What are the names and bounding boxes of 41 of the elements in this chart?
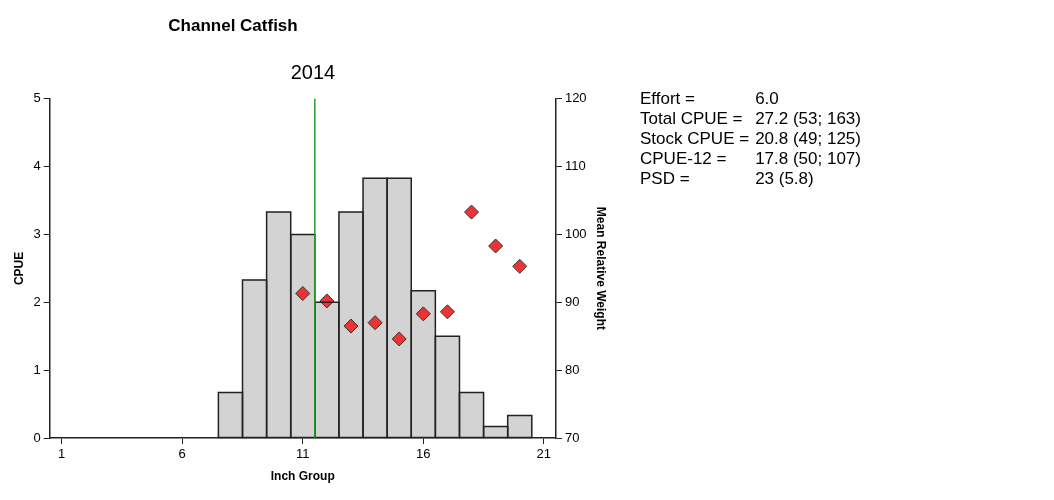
- point: [464, 204, 480, 220]
- text: 17.8 (50; 107): [755, 149, 861, 169]
- y2-tick-label: 70: [564, 429, 580, 445]
- y2-tick-label: 100: [564, 226, 587, 242]
- chart-title: Channel Catfish: [167, 16, 299, 36]
- y-tick-label: 4: [33, 158, 41, 174]
- x-tick-label: 21: [536, 446, 552, 462]
- y2-tick-label: 80: [564, 361, 580, 377]
- point: [391, 331, 407, 347]
- y-tick-label: 1: [33, 361, 41, 377]
- y2-tick-label: 120: [564, 90, 587, 106]
- x-tick-label: 1: [58, 446, 66, 462]
- point: [488, 238, 504, 254]
- y2-axis-title: Mean Relative Weight: [594, 206, 609, 330]
- point: [512, 258, 528, 274]
- text: 20.8 (49; 125): [755, 129, 861, 149]
- y2-tick-label: 110: [564, 158, 586, 174]
- point: [415, 306, 431, 322]
- point: [439, 304, 455, 320]
- y2-tick-label: 90: [564, 293, 580, 309]
- text: Total CPUE =: [640, 109, 744, 129]
- text: CPUE-12 =: [640, 149, 728, 169]
- x-tick-label: 16: [416, 446, 431, 462]
- y-axis-title: CPUE: [11, 251, 26, 286]
- text: Stock CPUE =: [640, 129, 750, 149]
- point: [343, 318, 359, 334]
- text: 23 (5.8): [755, 169, 815, 189]
- x-axis-title: Inch Group: [270, 469, 335, 484]
- y-tick-label: 5: [33, 90, 41, 106]
- y-tick-label: 2: [33, 293, 41, 309]
- text: 6.0: [755, 89, 780, 109]
- y-tick-label: 3: [33, 226, 41, 242]
- chart-subtitle: 2014: [289, 61, 337, 84]
- x-tick-label: 11: [296, 446, 310, 462]
- text: PSD =: [640, 169, 691, 189]
- point: [295, 286, 311, 301]
- text: Effort =: [640, 89, 696, 109]
- x-tick-label: 6: [178, 446, 186, 462]
- point: [367, 315, 383, 331]
- y-tick-label: 0: [33, 429, 41, 445]
- text: 27.2 (53; 163): [755, 109, 861, 129]
